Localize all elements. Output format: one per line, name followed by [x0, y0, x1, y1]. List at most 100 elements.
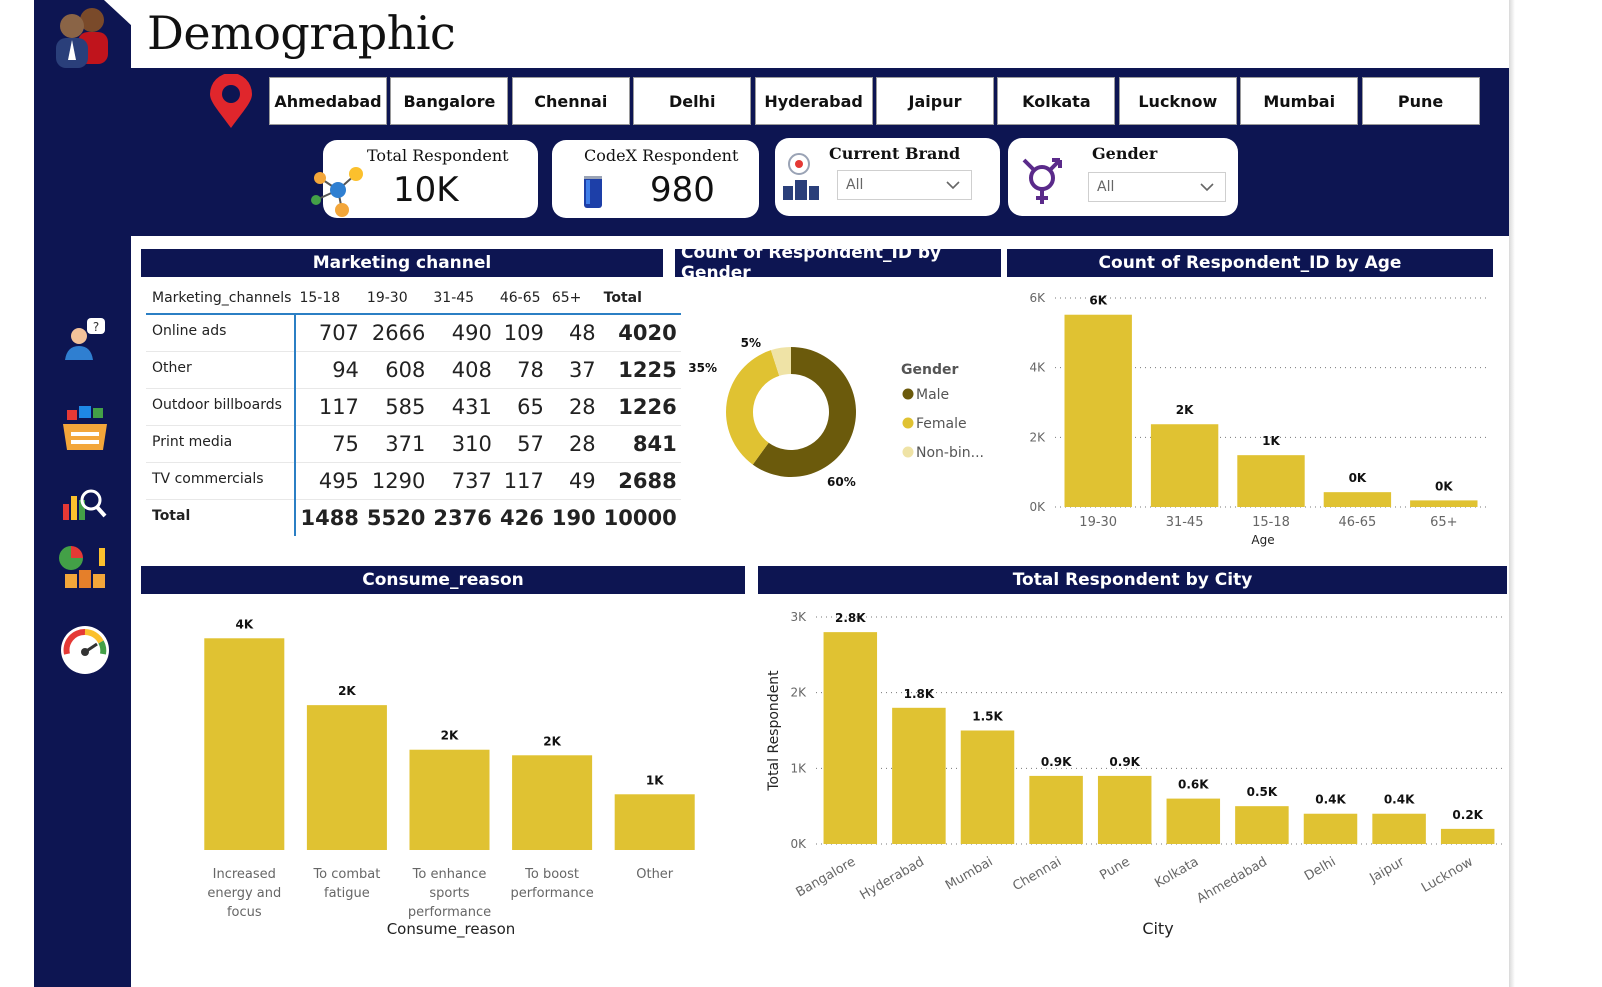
x-category-label: 65+: [1430, 515, 1457, 530]
matrix-cell: 28: [547, 425, 600, 463]
current-brand-dropdown[interactable]: All: [837, 170, 972, 200]
bar-value-label: 2K: [1176, 403, 1194, 417]
matrix-header[interactable]: 46-65: [495, 282, 548, 315]
gender-donut-chart: 60% 35% 5% Gender Male Female Non-bin...: [688, 336, 984, 489]
bar: [1029, 775, 1083, 844]
product-chart-icon[interactable]: [57, 542, 113, 594]
current-brand-selected: All: [846, 177, 864, 193]
bar: [1064, 314, 1132, 507]
bar-value-label: 0K: [1349, 471, 1367, 485]
city-button-hyderabad[interactable]: Hyderabad: [754, 77, 873, 125]
bar: [512, 755, 593, 850]
city-button-mumbai[interactable]: Mumbai: [1240, 77, 1359, 125]
analytics-magnifier-icon[interactable]: [57, 474, 113, 526]
matrix-cell: 65: [495, 388, 548, 426]
total-respondent-label: Total Respondent: [367, 146, 509, 165]
bar-value-label: 0.9K: [1109, 755, 1140, 769]
matrix-header[interactable]: Total: [599, 282, 681, 315]
bar: [1303, 813, 1358, 844]
matrix-header[interactable]: 15-18: [295, 282, 363, 315]
city-button-pune[interactable]: Pune: [1361, 77, 1480, 125]
x-category-label: Pune: [1097, 854, 1132, 883]
matrix-row: Print media 75 371 310 57 28 841: [146, 425, 681, 463]
gender-legend-title: Gender: [901, 362, 958, 378]
matrix-header[interactable]: 31-45: [429, 282, 496, 315]
bar: [204, 638, 285, 850]
x-category-label: 31-45: [1166, 515, 1204, 530]
matrix-header[interactable]: Marketing_channels: [146, 282, 296, 315]
bar-value-label: 2.8K: [835, 611, 866, 625]
city-button-chennai[interactable]: Chennai: [511, 77, 630, 125]
legend-marker: [902, 446, 914, 458]
x-category-label: Chennai: [1010, 854, 1064, 894]
matrix-header[interactable]: 65+: [547, 282, 600, 315]
y-tick-label: 4K: [1029, 361, 1046, 375]
bar: [1097, 775, 1152, 844]
marketing-channel-title: Marketing channel: [141, 249, 663, 277]
y-tick-label: 6K: [1029, 291, 1046, 305]
x-category-label: Increased energy and focus: [207, 867, 281, 920]
gender-selected: All: [1097, 179, 1115, 195]
codex-respondent-label: CodeX Respondent: [584, 146, 739, 165]
bar-value-label: 0.2K: [1452, 808, 1483, 822]
location-pin-icon: [210, 74, 252, 128]
matrix-cell: 495: [295, 462, 363, 500]
matrix-cell: 1290: [362, 462, 430, 500]
bar-value-label: 2K: [338, 684, 356, 698]
matrix-cell: 75: [295, 425, 363, 463]
matrix-row: Online ads 707 2666 490 109 48 4020: [146, 314, 681, 352]
bar: [823, 632, 878, 844]
matrix-row-label: Print media: [146, 425, 297, 463]
matrix-cell: 426: [499, 505, 544, 530]
matrix-cell: 57: [495, 425, 548, 463]
bar: [1410, 500, 1478, 507]
x-category-label: Hyderabad: [857, 854, 926, 903]
city-bar-chart: 0K 1K 2K 3K 2.8K Bangalore 1.8K Hyderabad 1.5K Mu…: [766, 610, 1502, 938]
x-category-label: 46-65: [1339, 515, 1377, 530]
matrix-cell: 37: [547, 351, 600, 389]
x-category-label: Ahmedabad: [1194, 854, 1269, 906]
page-title: Demographic: [147, 6, 456, 60]
matrix-cell: 408: [429, 351, 496, 389]
y-tick-label: 3K: [790, 610, 807, 624]
city-button-bangalore[interactable]: Bangalore: [390, 77, 509, 125]
bar: [1372, 813, 1426, 844]
bar-value-label: 6K: [1089, 294, 1107, 308]
donut-slice-label: 60%: [827, 475, 856, 489]
y-tick-label: 0K: [1029, 500, 1046, 514]
city-chart-title: Total Respondent by City: [758, 566, 1507, 594]
matrix-cell: 48: [547, 314, 600, 352]
x-category-label: Jaipur: [1366, 854, 1407, 886]
page-shadow: [1509, 0, 1515, 987]
shopping-basket-icon[interactable]: [57, 402, 113, 454]
matrix-cell: 2666: [362, 314, 430, 352]
bar: [1150, 424, 1219, 507]
sidebar: [34, 0, 131, 987]
matrix-cell: 28: [547, 388, 600, 426]
city-button-ahmedabad[interactable]: Ahmedabad: [269, 77, 387, 125]
city-button-delhi[interactable]: Delhi: [633, 77, 752, 125]
matrix-cell: 4020: [599, 314, 681, 352]
matrix-cell: 117: [295, 388, 363, 426]
speedometer-icon[interactable]: [57, 624, 113, 676]
bar: [960, 730, 1015, 844]
legend-marker: [902, 417, 914, 429]
user-question-icon[interactable]: ?: [57, 314, 113, 366]
matrix-header[interactable]: 19-30: [362, 282, 430, 315]
city-button-lucknow[interactable]: Lucknow: [1118, 77, 1237, 125]
bar-value-label: 0.4K: [1384, 793, 1415, 807]
chevron-down-icon: [1200, 183, 1214, 192]
donut-slice-nonbin: [770, 347, 791, 376]
bar-value-label: 2K: [441, 729, 459, 743]
city-button-kolkata[interactable]: Kolkata: [997, 77, 1116, 125]
donut-slice-label: 35%: [688, 361, 717, 375]
x-category-label: To enhance sports performance: [408, 867, 491, 920]
matrix-cell: 585: [362, 388, 430, 426]
matrix-cell: 490: [429, 314, 496, 352]
bar-value-label: 0K: [1435, 479, 1453, 493]
gender-chart-title: Count of Respondent_ID by Gender: [675, 243, 1001, 283]
city-button-jaipur[interactable]: Jaipur: [876, 77, 994, 125]
bar: [1166, 798, 1221, 844]
gender-dropdown[interactable]: All: [1088, 172, 1226, 202]
marketing-channel-matrix: Marketing_channels 15-18 19-30 31-45 46-…: [146, 282, 681, 536]
